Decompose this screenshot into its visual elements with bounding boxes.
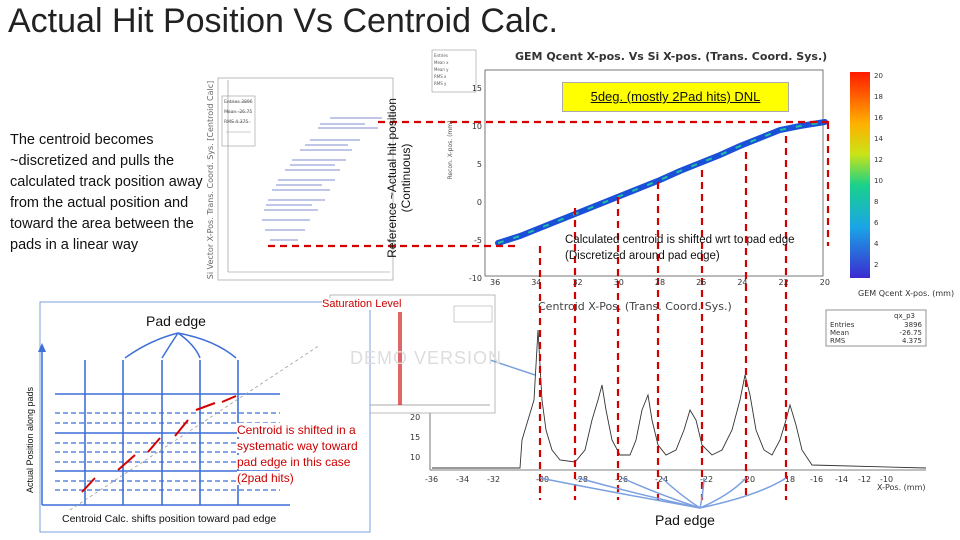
histogram-x-tick-13: -10 <box>880 475 893 484</box>
slide-title: Actual Hit Position Vs Centroid Calc. <box>8 2 558 40</box>
colorbar-tick: 8 <box>874 198 879 206</box>
histogram-x-tick-0: -36 <box>425 475 438 484</box>
scatter-band-core <box>497 121 826 244</box>
centroid-shift-note: Centroid is shifted in a systematic way … <box>237 423 358 485</box>
calculated-centroid-note: Calculated centroid is shifted wrt to pa… <box>565 234 795 262</box>
histogram-stat-mean-label: Mean <box>830 329 849 337</box>
colorbar-tick: 16 <box>874 114 883 122</box>
histogram-stats-box <box>825 309 927 347</box>
centroid-shift-arrows <box>81 395 237 493</box>
scatter-y-tick: -5 <box>474 236 482 245</box>
histogram-stat-entries-label: Entries <box>830 321 855 329</box>
histogram-x-tick-1: -34 <box>456 475 469 484</box>
histogram-x-tick-12: -12 <box>858 475 871 484</box>
scatter-y-ticks: 15 10 5 0 -5 -10 <box>468 70 482 298</box>
scatter-y-tick: 0 <box>476 198 482 207</box>
demo-watermark: DEMO VERSION <box>350 348 503 368</box>
histogram-x-tick-7: -22 <box>700 475 713 484</box>
histogram-stat-mean-value: -26.75 <box>899 329 922 337</box>
histogram-x-tick-9: -18 <box>782 475 795 484</box>
histogram-bars <box>432 329 927 469</box>
histogram-name: qx_p3 <box>894 312 915 320</box>
scatter-x-tick: 30 <box>613 278 624 287</box>
scatter-stats: Entries Mean x Mean y RMS x RMS y <box>434 53 449 86</box>
scatter-y-label: Recon. X-pos. (mm) <box>447 120 454 180</box>
histogram-x-tick-11: -14 <box>835 475 848 484</box>
colorbar-tick: 4 <box>874 240 879 248</box>
colorbar-tick: 18 <box>874 93 883 101</box>
pad-axis-label: Actual Position along pads <box>25 386 35 494</box>
scatter-axes-frame <box>484 69 824 277</box>
colorbar-tick: 6 <box>874 219 879 227</box>
scatter-x-tick: 22 <box>778 278 789 287</box>
pad-edge-label-left: Pad edge <box>146 313 206 329</box>
histogram-stat-entries-value: 3896 <box>904 321 922 329</box>
profile-bars <box>262 117 382 241</box>
scatter-x-tick: 36 <box>490 278 501 287</box>
scatter-x-ticks: 36 34 32 30 28 26 24 22 20 <box>490 278 830 287</box>
scatter-y-tick: 10 <box>471 122 482 131</box>
histogram-stat-rms-label: RMS <box>830 337 846 345</box>
colorbar-tick: 20 <box>874 72 883 80</box>
histogram-x-label: X-Pos. (mm) <box>877 483 925 492</box>
scatter-y-tick: 5 <box>476 160 482 169</box>
scatter-colorbar <box>850 72 870 278</box>
histogram-y-tick-10: 10 <box>410 453 420 462</box>
histogram-stat-rms-value: 4.375 <box>902 337 922 345</box>
histogram-title: Centroid X-Pos. (Trans. Coord. Sys.) <box>538 300 732 313</box>
centroid-caption: Centroid Calc. shifts position toward pa… <box>62 513 277 525</box>
scatter-stats-box <box>431 49 477 93</box>
histogram-x-tick-10: -16 <box>810 475 823 484</box>
profile-stats-box <box>221 95 256 147</box>
scatter-x-tick: 26 <box>696 278 707 287</box>
description-text: The centroid becomes ~discretized and pu… <box>10 132 203 253</box>
histogram-y-tick-15: 15 <box>410 433 420 442</box>
scatter-x-tick: 20 <box>819 278 830 287</box>
colorbar-tick: 14 <box>874 135 883 143</box>
scatter-y-tick: 15 <box>471 84 482 93</box>
saturation-label: Saturation Level <box>322 298 402 310</box>
profile-stats: Entries 3896 Mean -26.75 RMS 4.375 <box>224 100 253 125</box>
scatter-x-tick: 34 <box>531 278 542 287</box>
histogram-x-tick-5: -26 <box>615 475 628 484</box>
scatter-x-tick: 28 <box>654 278 666 287</box>
ideal-diagonal <box>69 344 321 511</box>
scatter-y-tick: -10 <box>468 274 482 283</box>
scatter-x-label: GEM Qcent X-pos. (mm) <box>858 289 954 298</box>
pad-edge-label-bottom: Pad edge <box>655 512 715 528</box>
profile-y-label: Si Vector X-Pos. Trans. Coord. Sys. [Cen… <box>206 80 215 280</box>
histogram-x-tick-6: -24 <box>655 475 668 484</box>
dnl-label-box: 5deg. (mostly 2Pad hits) DNL <box>562 82 789 112</box>
histogram-x-tick-8: -20 <box>742 475 755 484</box>
scatter-title: GEM Qcent X-pos. Vs Si X-pos. (Trans. Co… <box>515 50 828 63</box>
colorbar-ticks: 20 18 16 14 12 10 8 6 4 2 <box>874 66 883 276</box>
reference-label: Reference ~Actual hit position (Continuo… <box>385 98 413 258</box>
colorbar-tick: 12 <box>874 156 883 164</box>
histogram-x-tick-3: -30 <box>536 475 549 484</box>
histogram-x-tick-2: -32 <box>487 475 500 484</box>
colorbar-tick: 10 <box>874 177 883 185</box>
saturation-stats-box <box>453 305 493 323</box>
scatter-x-tick: 32 <box>572 278 583 287</box>
colorbar-tick: 2 <box>874 261 879 269</box>
histogram-y-tick-20: 20 <box>410 413 420 422</box>
scatter-x-tick: 24 <box>737 278 748 287</box>
